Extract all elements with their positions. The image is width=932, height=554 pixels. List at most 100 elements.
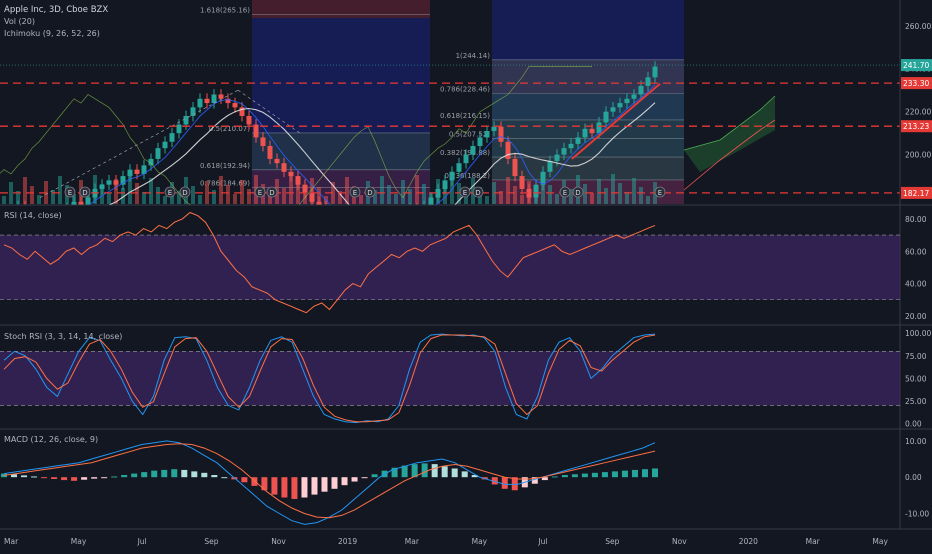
macd-histogram-bar: [561, 475, 568, 478]
volume-bar: [485, 196, 489, 204]
price-tick-0: 260.00: [905, 22, 931, 31]
volume-bar: [226, 185, 230, 204]
event-marker-dividend[interactable]: D: [472, 186, 484, 198]
candle-body: [456, 163, 462, 172]
event-marker-dividend[interactable]: D: [79, 186, 91, 198]
macd-histogram-bar: [431, 464, 438, 478]
volume-bar: [632, 178, 636, 204]
volume-bar: [548, 185, 552, 204]
fib-2018-label-0: 1.618(265.16): [200, 7, 250, 15]
macd-histogram-bar: [341, 477, 348, 486]
volume-bar: [30, 186, 34, 204]
candle-body: [232, 103, 238, 108]
candle-body: [624, 98, 630, 104]
candle-body: [491, 126, 497, 131]
macd-tick-1: 0.00: [905, 473, 922, 482]
candle-body: [295, 176, 301, 185]
candle-body: [568, 143, 574, 149]
event-marker-dividend[interactable]: D: [572, 186, 584, 198]
time-axis-label-10: Nov: [672, 537, 687, 546]
event-marker-dividend[interactable]: D: [364, 186, 376, 198]
price-label-3: 182.17: [901, 186, 932, 199]
stoch-series-1: [3, 334, 656, 423]
volume-bar: [520, 195, 524, 204]
price-label-box: [901, 77, 932, 90]
volume-bar: [646, 196, 650, 204]
candle-body: [435, 188, 441, 198]
macd-histogram-bar: [601, 472, 608, 478]
event-marker-earnings[interactable]: E: [559, 186, 571, 198]
stoch-tick-4: 0.00: [905, 419, 922, 428]
candle-body: [253, 124, 259, 138]
macd-histogram-bar: [31, 476, 38, 478]
event-marker-earnings[interactable]: E: [459, 186, 471, 198]
event-marker-letter: D: [475, 189, 480, 197]
event-marker-letter: E: [353, 189, 357, 197]
price-label-text: 241.70: [903, 61, 929, 70]
candle-body: [155, 148, 161, 159]
event-marker-circle: [79, 186, 91, 198]
stoch-tick-3: 25.00: [905, 397, 927, 406]
symbol-title: Apple Inc, 3D, Cboe BZX: [4, 5, 108, 15]
candle-body: [463, 154, 469, 164]
macd-histogram-bar: [401, 465, 408, 478]
candle-body: [141, 165, 147, 174]
event-marker-letter: E: [258, 189, 262, 197]
macd-histogram-bar: [331, 477, 338, 489]
candle-body: [512, 158, 518, 177]
time-axis-label-4: Nov: [271, 537, 286, 546]
macd-histogram-bar: [501, 477, 508, 489]
event-marker-earnings[interactable]: E: [64, 186, 76, 198]
candle-body: [113, 180, 119, 185]
volume-bar: [380, 176, 384, 204]
event-marker-dividend[interactable]: D: [266, 186, 278, 198]
fib-2019-label-5: 0.236(188.2): [444, 172, 490, 180]
time-axis-label-6: Mar: [405, 537, 420, 546]
macd-histogram-bar: [261, 477, 268, 491]
fib-2018-label-2: 0.618(192.94): [200, 162, 250, 170]
candle-body: [484, 130, 490, 138]
event-marker-circle: [559, 186, 571, 198]
volume-bar: [464, 192, 468, 204]
macd-histogram-bar: [81, 477, 88, 480]
volume-bar: [338, 191, 342, 204]
fib-2019-label-4: 0.382(198.88): [440, 149, 490, 157]
candle-body: [106, 180, 112, 185]
event-marker-earnings[interactable]: E: [164, 186, 176, 198]
macd-histogram-bar: [111, 476, 118, 478]
macd-histogram-bar: [61, 477, 68, 481]
macd-histogram-bar: [421, 463, 428, 478]
candle-body: [183, 115, 189, 125]
price-label-box: [901, 186, 932, 199]
macd-histogram-bar: [321, 477, 328, 492]
macd-tick-2: -10.00: [905, 509, 929, 518]
price-label-text: 213.23: [903, 122, 929, 131]
macd-histogram-bar: [641, 469, 648, 478]
volume-bar: [58, 176, 62, 204]
volume-bar: [289, 174, 293, 204]
candle-body: [449, 171, 455, 181]
candle-body: [85, 197, 91, 205]
event-marker-earnings[interactable]: E: [254, 186, 266, 198]
volume-bar: [583, 184, 587, 204]
volume-bar: [387, 185, 391, 204]
event-marker-dividend[interactable]: D: [179, 186, 191, 198]
event-marker-earnings[interactable]: E: [654, 186, 666, 198]
volume-bar: [9, 182, 13, 204]
macd-histogram-bar: [141, 472, 148, 478]
volume-bar: [156, 187, 160, 204]
volume-bar: [219, 176, 223, 204]
macd-histogram-bar: [491, 477, 498, 485]
event-marker-earnings[interactable]: E: [349, 186, 361, 198]
macd-histogram-bar: [301, 477, 308, 498]
time-axis-label-2: Jul: [137, 537, 147, 546]
rsi-series-0: [3, 211, 656, 314]
volume-bar: [345, 177, 349, 204]
candle-body: [442, 180, 448, 189]
candle-body: [267, 146, 273, 159]
volume-bar: [296, 183, 300, 204]
price-label-box: [901, 120, 932, 133]
volume-bar: [247, 189, 251, 204]
